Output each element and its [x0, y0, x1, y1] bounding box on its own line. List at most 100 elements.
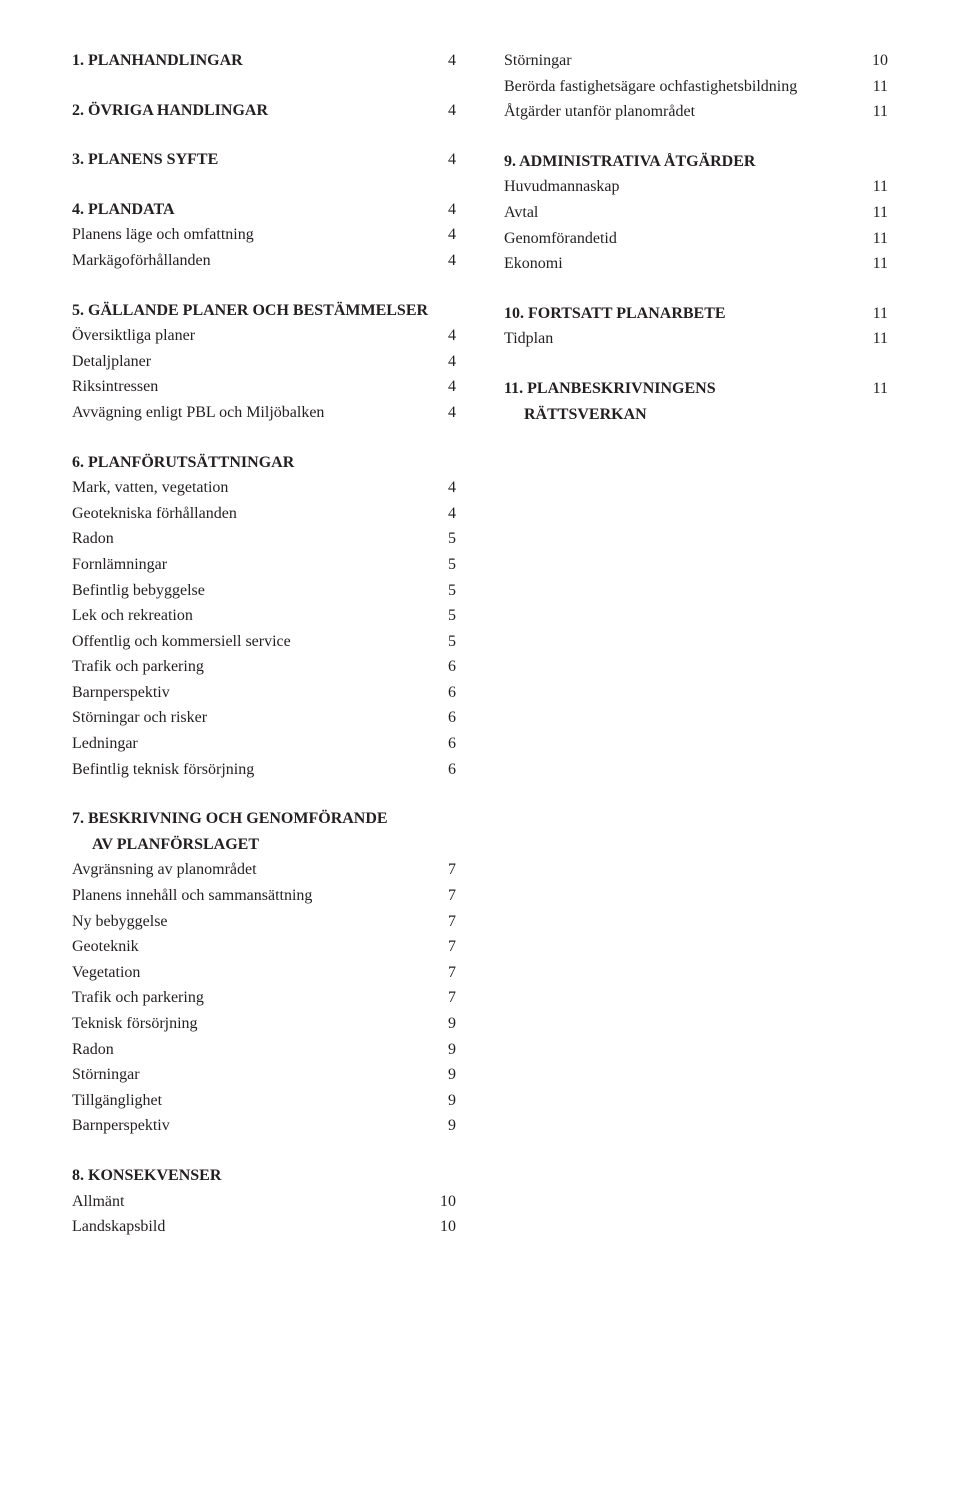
toc-column-right: Störningar10Berörda fastighetsägare ochf…	[504, 48, 888, 1240]
toc-entry-row: Översiktliga planer4	[72, 323, 456, 349]
toc-entry-row: Befintlig teknisk försörjning6	[72, 757, 456, 783]
toc-entry-label: Översiktliga planer	[72, 323, 448, 349]
toc-entry-page: 5	[448, 603, 456, 629]
toc-entry-label: Berörda fastighetsägare ochfastighetsbil…	[504, 74, 873, 100]
toc-heading-label: 3. PLANENS SYFTE	[72, 147, 218, 173]
toc-entry-page: 7	[448, 857, 456, 883]
toc-entry-label: Ny bebyggelse	[72, 909, 448, 935]
toc-entry-row: Planens läge och omfattning4	[72, 222, 456, 248]
toc-entry-label: Planens läge och omfattning	[72, 222, 448, 248]
toc-heading-label: 1. PLANHANDLINGAR	[72, 48, 243, 74]
toc-entry-page: 7	[448, 909, 456, 935]
toc-entry-row: Barnperspektiv6	[72, 680, 456, 706]
toc-heading-label: 7. BESKRIVNING OCH GENOMFÖRANDE	[72, 806, 388, 832]
toc-entry-row: Ny bebyggelse7	[72, 909, 456, 935]
section-gap	[504, 352, 888, 376]
toc-entry-page: 4	[448, 501, 456, 527]
toc-entry-row: Barnperspektiv9	[72, 1113, 456, 1139]
section-gap	[504, 277, 888, 301]
toc-entry-row: Planens innehåll och sammansättning7	[72, 883, 456, 909]
toc-entry-label: Trafik och parkering	[72, 985, 448, 1011]
toc-heading-row: 11. PLANBESKRIVNINGENS11	[504, 376, 888, 402]
toc-entry-page: 4	[448, 475, 456, 501]
toc-entry-page: 10	[440, 1189, 456, 1215]
toc-entry-row: Allmänt10	[72, 1189, 456, 1215]
toc-entry-page: 9	[448, 1088, 456, 1114]
toc-entry-page: 11	[873, 200, 888, 226]
toc-entry-label: Lek och rekreation	[72, 603, 448, 629]
toc-entry-page: 5	[448, 526, 456, 552]
toc-entry-label: Avgränsning av planområdet	[72, 857, 448, 883]
toc-entry-label: Åtgärder utanför planområdet	[504, 99, 873, 125]
toc-entry-label: Avvägning enligt PBL och Miljöbalken	[72, 400, 448, 426]
toc-entry-label: Planens innehåll och sammansättning	[72, 883, 448, 909]
toc-entry-row: Fornlämningar5	[72, 552, 456, 578]
toc-entry-row: Befintlig bebyggelse5	[72, 578, 456, 604]
toc-entry-row: Störningar9	[72, 1062, 456, 1088]
toc-entry-row: Åtgärder utanför planområdet11	[504, 99, 888, 125]
section-gap	[72, 173, 456, 197]
toc-entry-label: Barnperspektiv	[72, 680, 448, 706]
toc-entry-row: Landskapsbild10	[72, 1214, 456, 1240]
toc-entry-page: 4	[448, 400, 456, 426]
toc-entry-row: Offentlig och kommersiell service5	[72, 629, 456, 655]
toc-heading-row: 9. ADMINISTRATIVA ÅTGÄRDER	[504, 149, 888, 175]
section-gap	[72, 426, 456, 450]
toc-heading-row: 7. BESKRIVNING OCH GENOMFÖRANDE	[72, 806, 456, 832]
toc-entry-page: 7	[448, 985, 456, 1011]
toc-entry-label: Radon	[72, 1037, 448, 1063]
toc-entry-label: Ekonomi	[504, 251, 873, 277]
section-gap	[72, 74, 456, 98]
toc-heading-label: 2. ÖVRIGA HANDLINGAR	[72, 98, 268, 124]
toc-entry-label: Avtal	[504, 200, 873, 226]
toc-entry-page: 6	[448, 757, 456, 783]
toc-entry-label: Barnperspektiv	[72, 1113, 448, 1139]
toc-heading-row: 8. KONSEKVENSER	[72, 1163, 456, 1189]
toc-entry-row: Berörda fastighetsägare ochfastighetsbil…	[504, 74, 888, 100]
toc-entry-page: 7	[448, 934, 456, 960]
toc-entry-page: 10	[872, 48, 888, 74]
toc-entry-row: Trafik och parkering6	[72, 654, 456, 680]
section-gap	[72, 1139, 456, 1163]
toc-entry-row: Huvudmannaskap11	[504, 174, 888, 200]
toc-heading-label: AV PLANFÖRSLAGET	[72, 832, 259, 858]
toc-columns: 1. PLANHANDLINGAR42. ÖVRIGA HANDLINGAR43…	[72, 48, 888, 1240]
toc-heading-label: 6. PLANFÖRUTSÄTTNINGAR	[72, 450, 294, 476]
toc-entry-row: Radon5	[72, 526, 456, 552]
toc-entry-label: Radon	[72, 526, 448, 552]
section-gap	[72, 274, 456, 298]
toc-entry-page: 9	[448, 1113, 456, 1139]
toc-entry-label: Tillgänglighet	[72, 1088, 448, 1114]
toc-heading-label: 8. KONSEKVENSER	[72, 1163, 221, 1189]
toc-heading-row: 2. ÖVRIGA HANDLINGAR4	[72, 98, 456, 124]
toc-entry-page: 5	[448, 629, 456, 655]
toc-entry-label: Befintlig teknisk försörjning	[72, 757, 448, 783]
toc-heading-row: 4. PLANDATA4	[72, 197, 456, 223]
toc-heading-label: 5. GÄLLANDE PLANER OCH BESTÄMMELSER	[72, 298, 428, 324]
toc-entry-page: 11	[873, 251, 888, 277]
toc-entry-page: 4	[448, 222, 456, 248]
toc-entry-label: Huvudmannaskap	[504, 174, 873, 200]
toc-entry-page: 9	[448, 1062, 456, 1088]
toc-heading-row: 3. PLANENS SYFTE4	[72, 147, 456, 173]
toc-entry-label: Trafik och parkering	[72, 654, 448, 680]
toc-entry-label: Offentlig och kommersiell service	[72, 629, 448, 655]
toc-heading-page: 11	[873, 380, 888, 398]
toc-heading-row: 5. GÄLLANDE PLANER OCH BESTÄMMELSER	[72, 298, 456, 324]
toc-entry-page: 4	[448, 349, 456, 375]
toc-entry-page: 7	[448, 960, 456, 986]
toc-entry-label: Teknisk försörjning	[72, 1011, 448, 1037]
toc-heading-page: 4	[448, 52, 456, 70]
toc-entry-label: Mark, vatten, vegetation	[72, 475, 448, 501]
toc-entry-row: Vegetation7	[72, 960, 456, 986]
toc-entry-label: Ledningar	[72, 731, 448, 757]
toc-entry-label: Störningar	[504, 48, 872, 74]
toc-heading-label: RÄTTSVERKAN	[504, 402, 647, 428]
toc-entry-row: Avvägning enligt PBL och Miljöbalken4	[72, 400, 456, 426]
toc-entry-label: Allmänt	[72, 1189, 440, 1215]
toc-entry-page: 10	[440, 1214, 456, 1240]
toc-entry-row: Störningar10	[504, 48, 888, 74]
toc-entry-page: 6	[448, 680, 456, 706]
toc-entry-page: 6	[448, 654, 456, 680]
toc-heading-page: 11	[873, 305, 888, 323]
